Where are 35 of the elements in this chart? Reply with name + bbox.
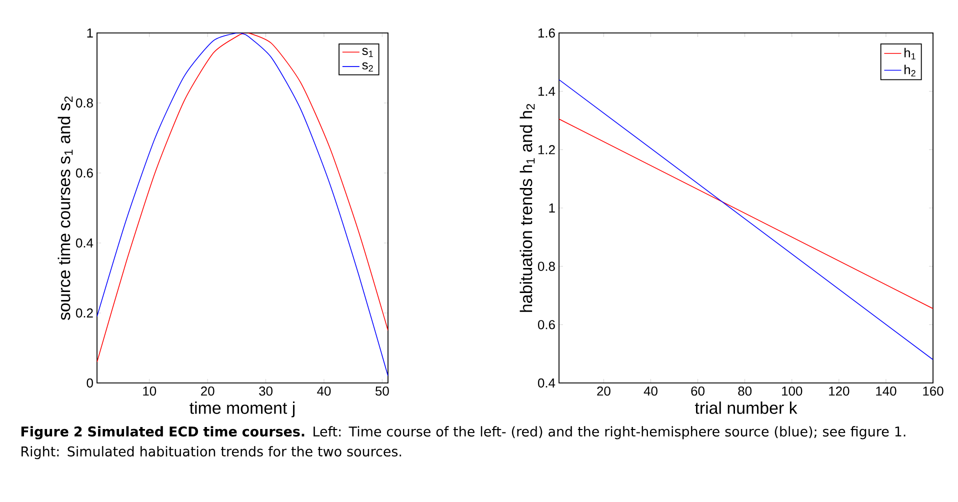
y-tick-label: 1.6 [538,28,555,38]
x-tick-label: 20 [597,386,610,396]
y-tick-label: 1 [549,204,555,212]
y-tick-label: 1.2 [538,145,555,154]
x-tick-label: 140 [876,386,896,396]
x-axis-title: trial number k [694,402,798,414]
y-tick-label: 0.8 [76,98,93,108]
x-tick-label: 160 [923,386,944,396]
legend-label: s$_{1}$ [362,48,373,57]
y-tick-label: 0.6 [538,320,555,330]
x-tick-label: 10 [143,386,156,396]
x-tick-label: 120 [829,386,850,396]
y-tick-label: 0 [86,378,93,388]
x-tick-label: 50 [375,386,389,396]
y-tick-label: 0.4 [76,238,94,248]
text: Figure 2 Simulated ECD time courses. Left: Time course of the left- (red) and the right-hemisphere source (blue); see figure 1. Right: Simulated habituation trends for the two sources. [21,426,906,460]
y-tick-label: 0.6 [76,168,93,178]
y-tick-label: 0.4 [538,378,556,388]
y-tick-label: 0.2 [76,308,93,318]
y-tick-label: 1.4 [538,86,556,96]
y-axis-title: source time courses s$_{1}$ and s$_{2}$ [58,96,73,320]
legend-label: h$_{2}$ [904,64,916,76]
x-tick-label: 60 [691,386,704,396]
x-axis-title: time moment j [190,402,295,418]
x-tick-label: 100 [782,386,802,396]
x-tick-label: 40 [644,386,658,396]
x-tick-label: 30 [259,386,272,396]
x-tick-label: 40 [317,386,331,396]
x-tick-label: 80 [738,386,752,396]
y-axis-title: habituation trends h$_{1}$ and h$_{2}$ [520,104,535,312]
legend-label: h$_{1}$ [904,48,916,60]
x-tick-label: 20 [201,386,214,396]
y-tick-label: 0.8 [538,262,555,271]
legend-label: s$_{2}$ [362,62,373,72]
y-tick-label: 1 [87,28,93,38]
